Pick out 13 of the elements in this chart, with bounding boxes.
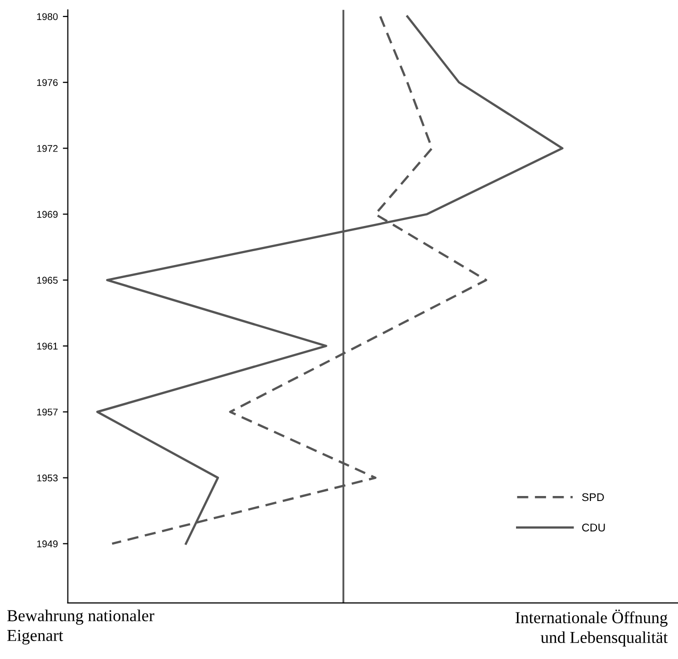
y-tick-label: 1976	[37, 79, 58, 86]
text: Internationale Öffnung und Lebensqualität	[516, 610, 668, 646]
text: CDU	[582, 524, 605, 532]
y-tick-label: 1961	[37, 342, 58, 350]
y-tick-label: 1949	[37, 540, 58, 548]
y-tick-label: 1965	[37, 276, 58, 284]
text: Bewahrung nationaler Eigenart	[7, 610, 154, 645]
y-tick-label: 1980	[37, 13, 58, 20]
text: SPD	[582, 493, 604, 502]
y-tick-label: 1953	[37, 474, 58, 482]
y-tick-label: 1972	[37, 145, 58, 152]
y-tick-label: 1957	[37, 408, 58, 416]
y-tick-label: 1969	[37, 210, 58, 218]
